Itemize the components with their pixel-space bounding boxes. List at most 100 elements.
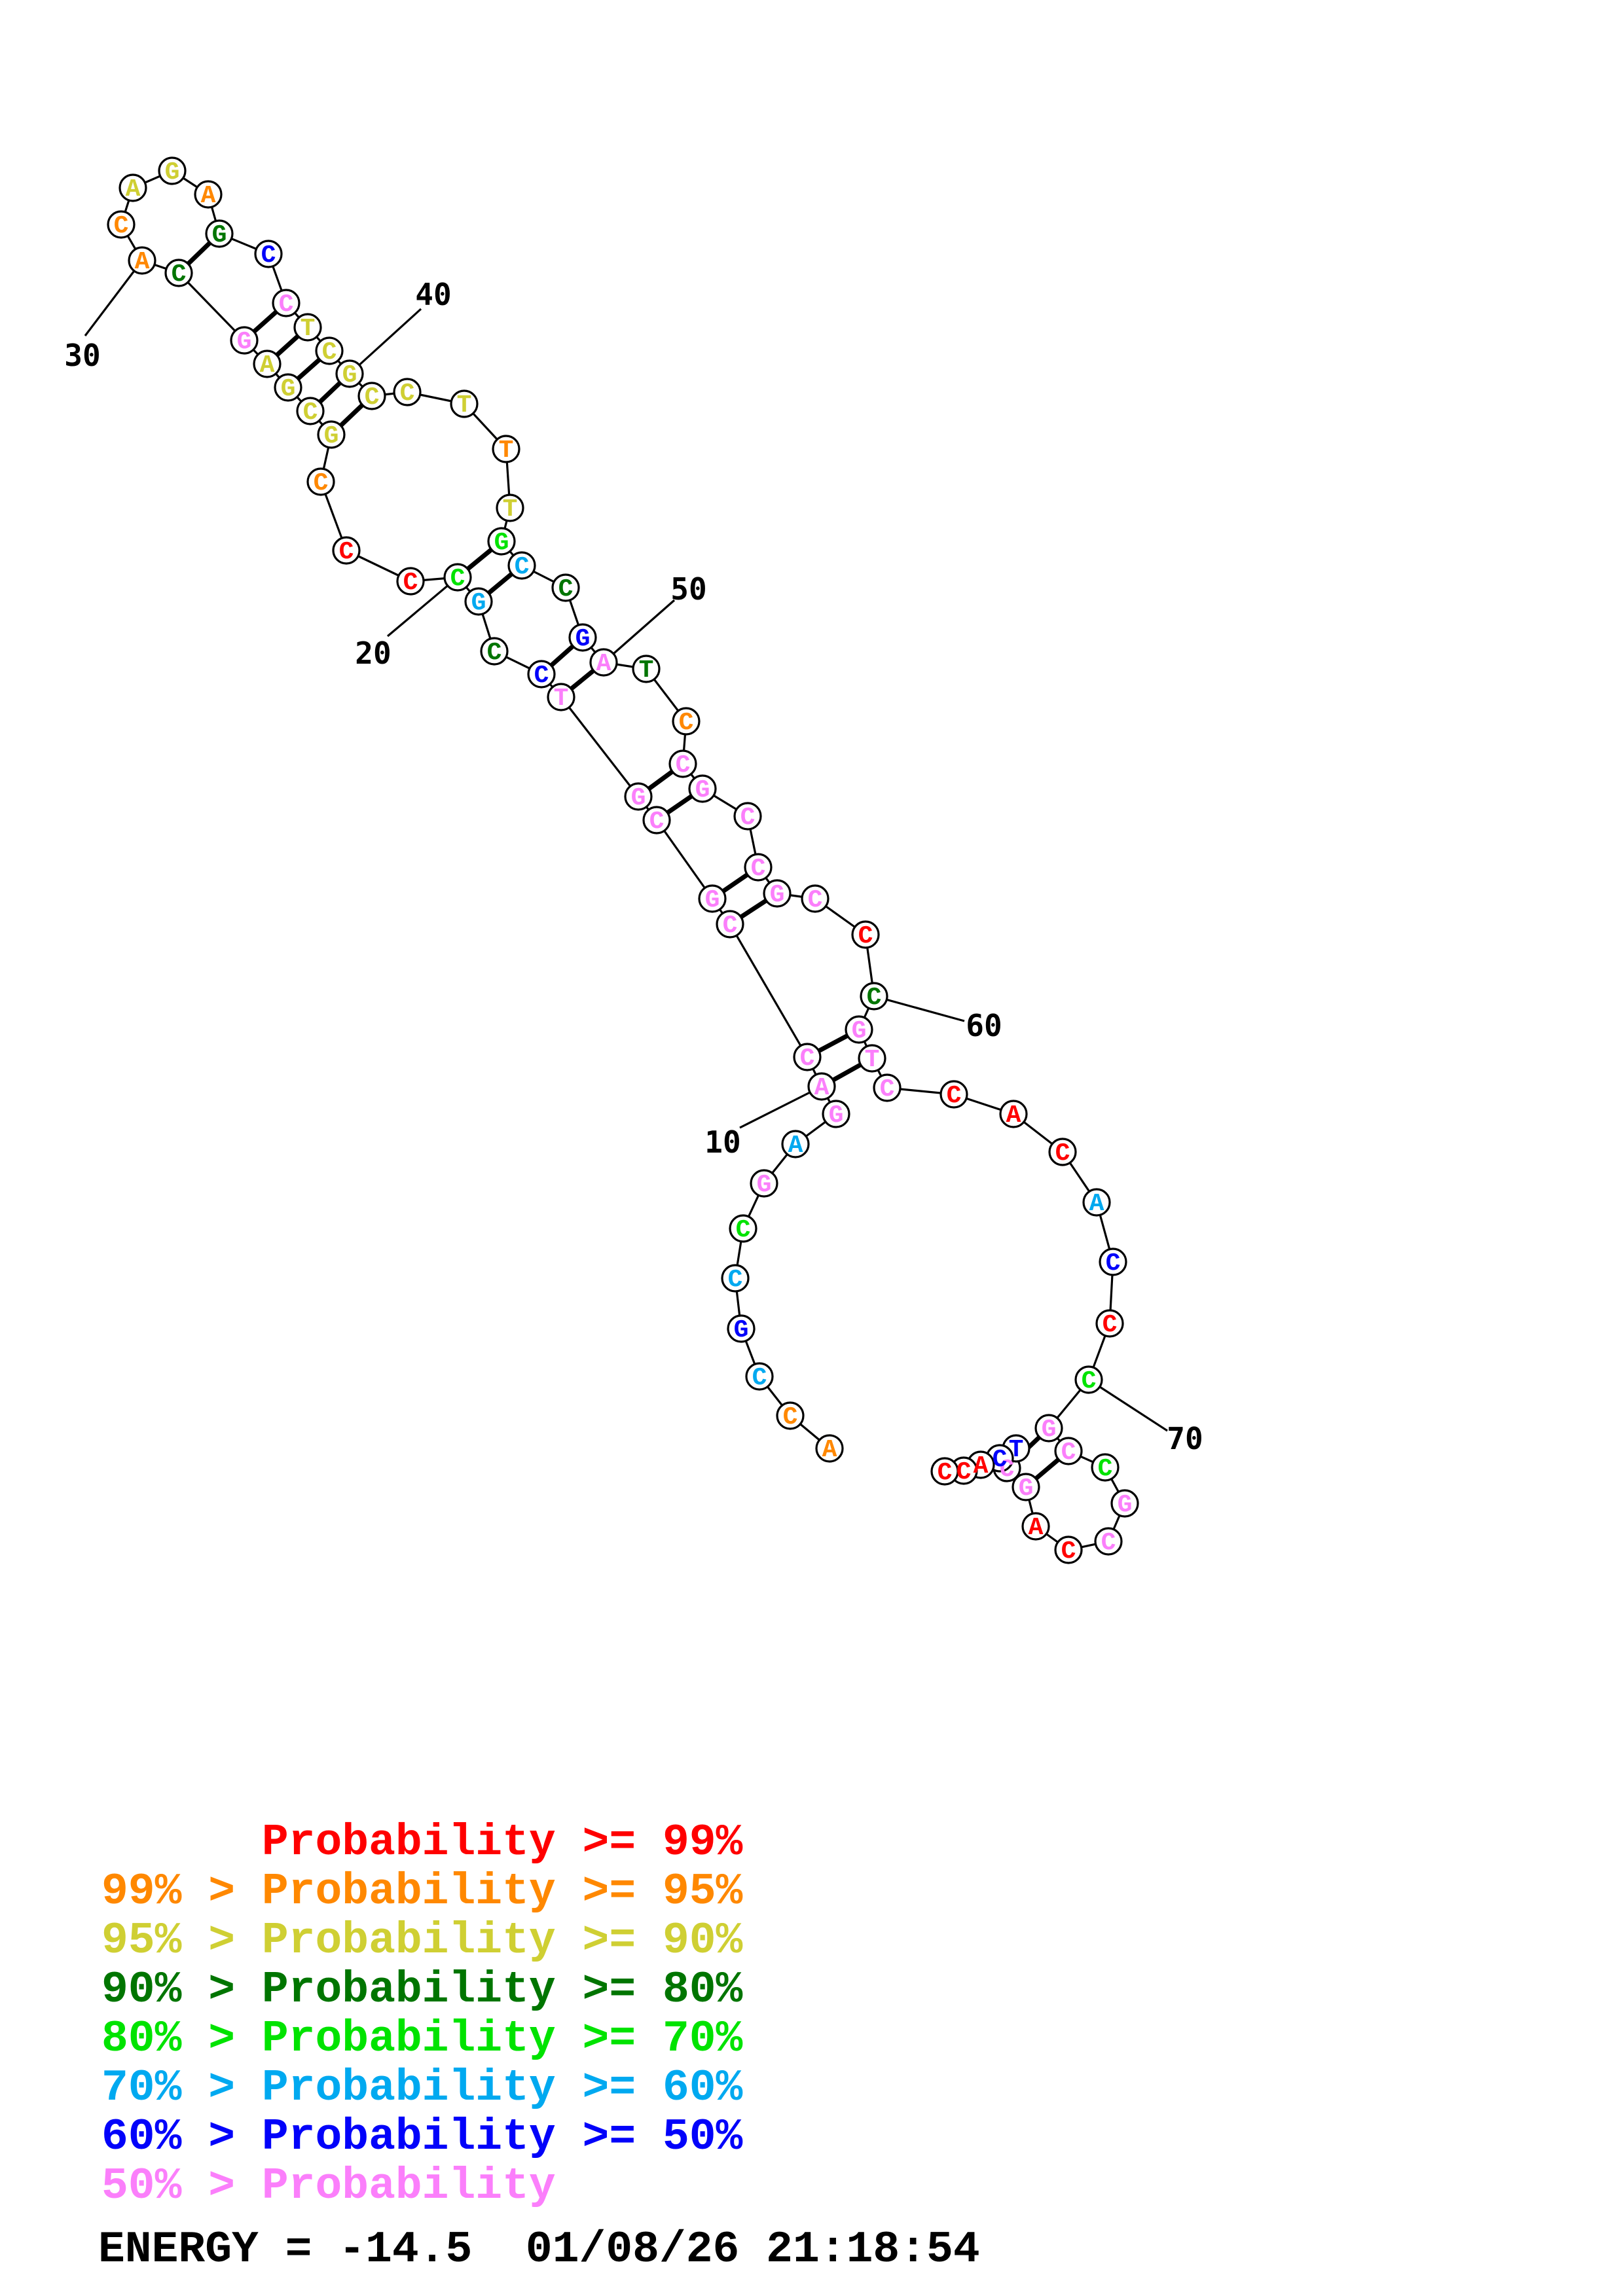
nucleotide-circle	[254, 240, 283, 268]
nucleotide-letter: A	[201, 182, 216, 210]
nucleotide-circle	[507, 551, 536, 580]
nucleotide-circle	[793, 1043, 822, 1071]
nucleotide-letter: A	[822, 1436, 837, 1464]
nucleotide-letter: C	[339, 538, 354, 566]
nucleotide-letter: G	[494, 529, 509, 557]
position-label: 40	[415, 277, 451, 312]
nucleotide-letter: G	[852, 1017, 867, 1045]
nucleotide-letter: A	[260, 351, 275, 380]
nucleotide-letter: A	[814, 1074, 830, 1102]
nucleotide-circle	[480, 637, 509, 666]
nucleotide-circle	[763, 879, 792, 908]
nucleotide-letter: T	[554, 685, 569, 713]
nucleotide-circle	[860, 982, 888, 1011]
nucleotide-letter: C	[723, 912, 738, 940]
nucleotide-circle	[1074, 1365, 1103, 1394]
nucleotide-circle	[547, 683, 575, 711]
nucleotide-letter: T	[1009, 1436, 1024, 1464]
nucleotide-circle	[642, 806, 671, 834]
nucleotide-letter: G	[471, 589, 486, 617]
nucleotide-circle	[335, 359, 364, 388]
nucleotide-circle	[272, 289, 301, 317]
nucleotide-circle	[164, 259, 193, 287]
nucleotide-letter: A	[1029, 1514, 1044, 1542]
label-pointer-line	[386, 576, 459, 637]
nucleotide-letter: G	[705, 886, 720, 914]
nucleotide-circle	[450, 389, 479, 418]
nucleotide-circle	[551, 573, 580, 602]
nucleotide-letter: C	[783, 1403, 798, 1431]
nucleotide-letter: T	[503, 495, 518, 524]
nucleotide-circle	[332, 536, 361, 565]
nucleotide-circle	[128, 246, 156, 275]
backbone-bond	[729, 924, 809, 1058]
nucleotide-circle	[306, 467, 335, 496]
nucleotide-circle	[496, 493, 524, 522]
nucleotide-circle	[1091, 1453, 1120, 1482]
nucleotide-letter: C	[752, 1364, 767, 1392]
nucleotide-letter: C	[114, 212, 129, 240]
nucleotide-letter: C	[1098, 1455, 1113, 1483]
nucleotide-letter: G	[237, 328, 252, 356]
nucleotide-circle	[1054, 1535, 1083, 1564]
nucleotide-circle	[745, 1362, 774, 1391]
nucleotide-circle	[1054, 1437, 1083, 1465]
legend-row: Probability >= 99%	[101, 1818, 743, 1868]
nucleotide-circle	[357, 382, 386, 410]
nucleotide-circle	[801, 884, 830, 913]
nucleotide-letter: T	[301, 315, 316, 343]
nucleotide-letter: G	[770, 881, 785, 909]
backbone-bond	[177, 272, 246, 342]
nucleotide-circle	[1110, 1489, 1139, 1518]
nucleotide-letter: A	[1089, 1190, 1104, 1218]
nucleotide-circle	[672, 707, 701, 736]
nucleotide-letter: C	[808, 886, 823, 914]
nucleotide-circle	[464, 587, 493, 616]
legend-row: 80% > Probability >= 70%	[101, 2014, 743, 2064]
nucleotide-letter: C	[728, 1266, 743, 1294]
nucleotide-letter: C	[736, 1216, 751, 1244]
nucleotide-letter: C	[172, 260, 187, 289]
nucleotide-circle	[107, 210, 136, 239]
legend-row: 99% > Probability >= 95%	[101, 1867, 743, 1917]
nucleotide-circle	[296, 397, 325, 425]
nucleotide-circle	[1082, 1188, 1111, 1217]
nucleotide-letter: C	[993, 1446, 1008, 1474]
nucleotide-letter: G	[281, 375, 296, 403]
position-label: 50	[670, 571, 706, 607]
nucleotide-circle	[698, 884, 727, 913]
nucleotide-circle	[492, 435, 520, 463]
nucleotide-letter: C	[450, 565, 465, 593]
nucleotide-circle	[230, 326, 259, 355]
nucleotide-circle	[315, 336, 344, 365]
nucleotide-letter: G	[165, 158, 180, 187]
nucleotide-circle	[487, 527, 516, 556]
nucleotide-letter: C	[261, 242, 276, 270]
nucleotide-circle	[776, 1401, 805, 1430]
nucleotide-letter: C	[947, 1082, 962, 1110]
label-pointer-line	[602, 599, 676, 664]
nucleotide-circle	[317, 420, 346, 449]
nucleotide-circle	[1012, 1473, 1040, 1501]
nucleotide-letter: G	[575, 625, 591, 653]
nucleotide-letter: G	[734, 1316, 749, 1344]
nucleotide-letter: G	[631, 784, 646, 812]
nucleotide-letter: C	[1000, 1456, 1015, 1484]
nucleotide-circle	[858, 1044, 886, 1073]
nucleotide-letter: C	[279, 291, 294, 319]
nucleotide-circle	[119, 173, 147, 202]
nucleotide-letter: G	[829, 1102, 844, 1130]
nucleotide-letter: A	[126, 175, 141, 204]
nucleotide-circle	[253, 350, 282, 378]
nucleotide-circle	[729, 1214, 757, 1243]
nucleotide-letter: C	[515, 553, 530, 581]
nucleotide-letter: C	[800, 1045, 815, 1073]
nucleotide-circle	[205, 219, 234, 248]
nucleotide-circle	[733, 802, 762, 831]
nucleotide-letter: C	[303, 399, 318, 427]
nucleotide-letter: C	[403, 569, 418, 597]
nucleotide-circle	[727, 1314, 756, 1343]
nucleotide-letter: C	[858, 922, 873, 950]
nucleotide-letter: C	[676, 751, 691, 780]
